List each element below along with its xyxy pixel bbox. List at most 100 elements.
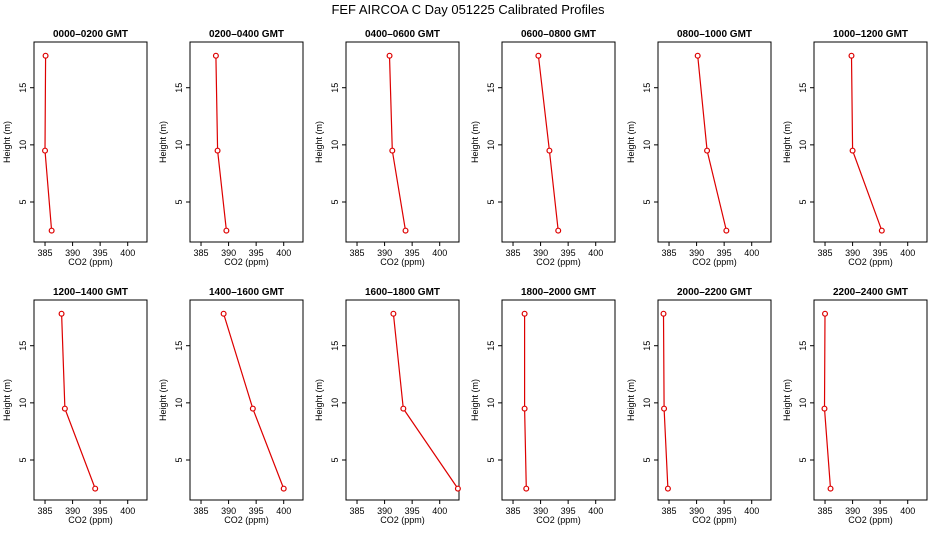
plot-frame [657,41,772,243]
y-tick-label: 5 [798,457,808,462]
y-tick-label: 5 [486,457,496,462]
profile-point [827,485,834,492]
panel-title: 2200–2400 GMT [833,287,908,298]
panel-12: 2200–2400 GMT 385 390 395 400 5 10 15 CO2 (ppm) H… [782,287,928,525]
panel-8: 1400–1600 GMT 385 390 395 400 5 10 15 CO2 (ppm) H… [158,287,304,525]
profile-line [697,55,727,231]
y-axis-label: Height (m) [314,379,324,421]
profile-line [223,313,285,489]
plot-frame [33,299,148,501]
profile-point [280,485,287,492]
panel-11: 2000–2200 GMT 385 390 395 400 5 10 15 CO2 (ppm) H… [626,287,772,525]
panel-5: 0800–1000 GMT 385 390 395 400 5 10 15 CO2 (ppm) H… [626,29,772,267]
y-tick-label: 15 [18,341,28,351]
plot-frame [345,299,460,501]
profile-point [42,52,49,59]
x-tick-label: 395 [405,248,420,258]
x-tick-label: 385 [194,506,209,516]
x-axis-label: CO2 (ppm) [848,515,893,525]
panel-3: 0400–0600 GMT 385 390 395 400 5 10 15 CO2 (ppm) H… [314,29,460,267]
profile-point [664,485,671,492]
y-tick-label: 5 [18,457,28,462]
plot-frame [813,299,928,501]
y-axis-label: Height (m) [2,379,12,421]
y-axis-label: Height (m) [626,379,636,421]
x-tick-label: 400 [900,506,915,516]
panel-6: 1000–1200 GMT 385 390 395 400 5 10 15 CO2 (ppm) H… [782,29,928,267]
profile-point [92,485,99,492]
x-tick-label: 390 [533,506,548,516]
y-tick-label: 10 [486,140,496,150]
x-tick-label: 390 [845,506,860,516]
panel-7: 1200–1400 GMT 385 390 395 400 5 10 15 CO2 (ppm) H… [2,287,148,525]
profile-point [212,52,219,59]
x-tick-label: 395 [561,248,576,258]
panel-title: 0600–0800 GMT [521,29,596,40]
y-tick-label: 10 [330,398,340,408]
x-tick-label: 400 [432,248,447,258]
profile-point [704,147,711,154]
x-tick-label: 395 [93,248,108,258]
y-axis-label: Height (m) [470,379,480,421]
y-tick-label: 15 [174,83,184,93]
x-tick-label: 390 [377,506,392,516]
y-tick-label: 15 [798,83,808,93]
y-tick-label: 10 [330,140,340,150]
x-tick-label: 395 [717,506,732,516]
y-tick-label: 10 [18,140,28,150]
x-tick-label: 385 [662,248,677,258]
y-tick-label: 15 [330,83,340,93]
profile-point [555,227,562,234]
profile-line [537,55,559,231]
profile-point [58,310,65,317]
profile-line [523,313,527,489]
x-axis-label: CO2 (ppm) [380,257,425,267]
profile-line [215,55,227,231]
profile-point [61,405,68,412]
x-tick-label: 400 [276,506,291,516]
y-axis-label: Height (m) [626,121,636,163]
x-axis-label: CO2 (ppm) [692,257,737,267]
profile-point [660,310,667,317]
x-tick-label: 385 [506,506,521,516]
panel-title: 1400–1600 GMT [209,287,284,298]
profile-point [523,485,530,492]
x-tick-label: 390 [221,506,236,516]
y-tick-label: 5 [330,199,340,204]
x-tick-label: 400 [588,248,603,258]
y-tick-label: 10 [642,140,652,150]
x-tick-label: 395 [249,248,264,258]
x-tick-label: 385 [194,248,209,258]
profile-point [386,52,393,59]
x-tick-label: 385 [350,506,365,516]
profile-line [61,313,96,489]
profile-point [521,310,528,317]
profile-point [849,147,856,154]
x-tick-label: 400 [432,506,447,516]
profile-point [220,310,227,317]
profile-line [662,313,669,489]
y-tick-label: 10 [798,140,808,150]
profile-point [694,52,701,59]
panel-title: 0200–0400 GMT [209,29,284,40]
y-tick-label: 15 [18,83,28,93]
y-axis-label: Height (m) [158,121,168,163]
x-axis-label: CO2 (ppm) [380,515,425,525]
y-tick-label: 5 [642,457,652,462]
profile-point [400,405,407,412]
plot-frame [33,41,148,243]
x-tick-label: 400 [588,506,603,516]
x-tick-label: 395 [873,506,888,516]
y-tick-label: 10 [642,398,652,408]
x-tick-label: 390 [689,506,704,516]
profile-point [48,227,55,234]
profile-point [521,405,528,412]
panel-1: 0000–0200 GMT 385 390 395 400 5 10 15 CO2 (ppm) H… [2,29,148,267]
profile-point [402,227,409,234]
x-tick-label: 385 [506,248,521,258]
profile-point [223,227,230,234]
x-tick-label: 395 [93,506,108,516]
x-tick-label: 400 [744,506,759,516]
profile-point [848,52,855,59]
x-tick-label: 385 [38,506,53,516]
